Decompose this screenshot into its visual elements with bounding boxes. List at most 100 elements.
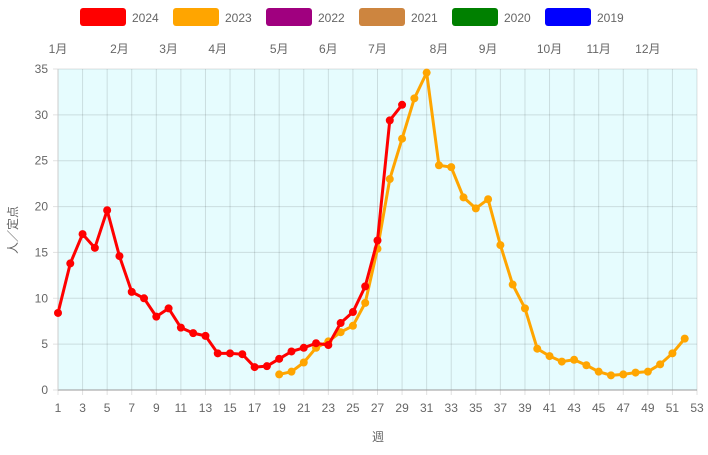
data-point-2023 <box>434 161 443 170</box>
x-axis-title: 週 <box>372 430 384 444</box>
data-point-2024 <box>201 331 210 340</box>
x-tick-label: 31 <box>420 401 434 415</box>
data-point-2024 <box>312 339 321 348</box>
y-tick-label: 0 <box>41 383 48 397</box>
data-point-2024 <box>140 294 149 303</box>
x-tick-label: 51 <box>666 401 680 415</box>
data-point-2023 <box>594 367 603 376</box>
x-tick-label: 27 <box>371 401 385 415</box>
data-point-2024 <box>250 363 259 372</box>
month-label: 10月 <box>537 42 562 56</box>
data-point-2024 <box>287 347 296 356</box>
month-label: 9月 <box>479 42 498 56</box>
data-point-2024 <box>164 304 173 313</box>
legend-swatch <box>173 8 219 26</box>
x-tick-label: 15 <box>223 401 237 415</box>
y-tick-label: 5 <box>41 337 48 351</box>
data-point-2024 <box>262 362 271 371</box>
series-line-2023 <box>278 71 686 377</box>
data-point-2024 <box>324 341 333 350</box>
y-tick-label: 20 <box>35 200 49 214</box>
x-tick-label: 41 <box>543 401 557 415</box>
data-point-2024 <box>373 236 382 245</box>
x-tick-label: 21 <box>297 401 311 415</box>
data-point-2023 <box>570 355 579 364</box>
data-point-2023 <box>619 370 628 379</box>
data-point-2023 <box>447 163 456 172</box>
x-tick-label: 35 <box>469 401 483 415</box>
data-point-2023 <box>459 193 468 202</box>
x-tick-label: 9 <box>153 401 160 415</box>
data-point-2023 <box>348 321 357 330</box>
legend-swatch <box>359 8 405 26</box>
data-point-2024 <box>103 206 112 215</box>
data-point-2024 <box>385 116 394 125</box>
data-point-2024 <box>54 308 62 317</box>
y-tick-label: 30 <box>35 108 49 122</box>
data-point-2023 <box>336 328 345 337</box>
legend-label: 2023 <box>225 11 252 25</box>
month-label: 6月 <box>319 42 338 56</box>
month-label: 1月 <box>49 42 68 56</box>
data-point-2023 <box>582 361 591 370</box>
y-tick-label: 15 <box>35 245 49 259</box>
data-point-2023 <box>299 358 308 367</box>
legend-label: 2021 <box>411 11 438 25</box>
month-label: 11月 <box>586 42 610 56</box>
x-tick-label: 1 <box>55 401 62 415</box>
x-tick-label: 37 <box>494 401 508 415</box>
x-tick-label: 29 <box>395 401 409 415</box>
y-tick-label: 25 <box>35 154 49 168</box>
data-point-2024 <box>176 323 185 332</box>
data-point-2024 <box>361 282 370 291</box>
x-tick-label: 7 <box>128 401 135 415</box>
data-point-2023 <box>361 298 370 307</box>
y-tick-label: 35 <box>35 62 49 76</box>
month-label: 12月 <box>635 42 660 56</box>
data-point-2023 <box>398 134 407 143</box>
data-point-2024 <box>275 354 284 363</box>
data-point-2023 <box>668 349 677 358</box>
data-point-2024 <box>336 319 345 328</box>
data-point-2023 <box>643 367 652 376</box>
legend-swatch <box>266 8 312 26</box>
x-tick-label: 5 <box>104 401 111 415</box>
legend-swatch <box>80 8 126 26</box>
month-label: 8月 <box>430 42 449 56</box>
legend-swatch <box>452 8 498 26</box>
x-tick-label: 47 <box>617 401 631 415</box>
x-tick-label: 19 <box>273 401 287 415</box>
x-tick-label: 23 <box>322 401 336 415</box>
data-point-2024 <box>299 343 308 352</box>
data-point-2023 <box>520 304 529 313</box>
legend-label: 2022 <box>318 11 345 25</box>
data-point-2024 <box>213 349 222 358</box>
x-tick-label: 13 <box>199 401 213 415</box>
x-tick-label: 11 <box>175 401 188 415</box>
data-point-2024 <box>152 312 161 321</box>
x-tick-label: 25 <box>346 401 360 415</box>
x-tick-label: 33 <box>445 401 459 415</box>
data-point-2024 <box>189 329 198 338</box>
data-point-2023 <box>606 371 615 380</box>
data-point-2024 <box>127 287 136 296</box>
data-point-2024 <box>348 308 357 317</box>
x-tick-label: 39 <box>518 401 532 415</box>
data-point-2023 <box>533 344 542 353</box>
legend-label: 2020 <box>504 11 531 25</box>
data-point-2024 <box>226 349 235 358</box>
data-point-2023 <box>508 280 517 289</box>
x-tick-label: 3 <box>79 401 86 415</box>
x-tick-label: 17 <box>248 401 262 415</box>
month-label: 2月 <box>110 42 129 56</box>
data-point-2023 <box>287 367 296 376</box>
data-point-2023 <box>484 195 493 204</box>
month-label: 5月 <box>270 42 289 56</box>
y-tick-label: 10 <box>35 291 49 305</box>
data-point-2024 <box>90 243 99 252</box>
data-point-2023 <box>680 334 689 343</box>
data-point-2024 <box>238 350 247 359</box>
data-point-2024 <box>115 252 124 261</box>
